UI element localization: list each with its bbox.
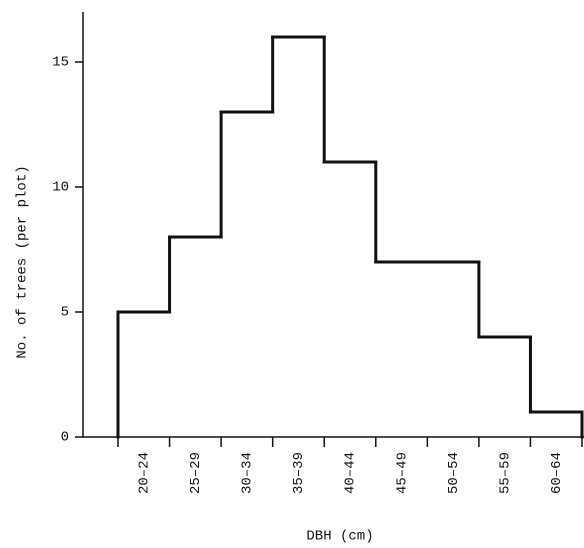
x-tick-label: 50–54 — [446, 452, 462, 494]
x-tick-label: 35–39 — [291, 452, 307, 494]
x-tick-label: 20–24 — [136, 452, 152, 494]
y-tick-label: 10 — [52, 180, 69, 196]
x-tick-label: 60–64 — [549, 452, 565, 494]
y-axis-label: No. of trees (per plot) — [15, 165, 31, 358]
x-tick-label: 30–34 — [240, 452, 256, 494]
x-tick-label: 25–29 — [188, 452, 204, 494]
x-tick-label: 55–59 — [497, 452, 513, 494]
y-tick-label: 0 — [61, 430, 69, 446]
x-axis-label: DBH (cm) — [306, 529, 373, 545]
y-tick-label: 15 — [52, 55, 69, 71]
x-tick-label: 40–44 — [343, 452, 359, 494]
x-tick-label: 45–49 — [394, 452, 410, 494]
y-tick-label: 5 — [61, 305, 69, 321]
